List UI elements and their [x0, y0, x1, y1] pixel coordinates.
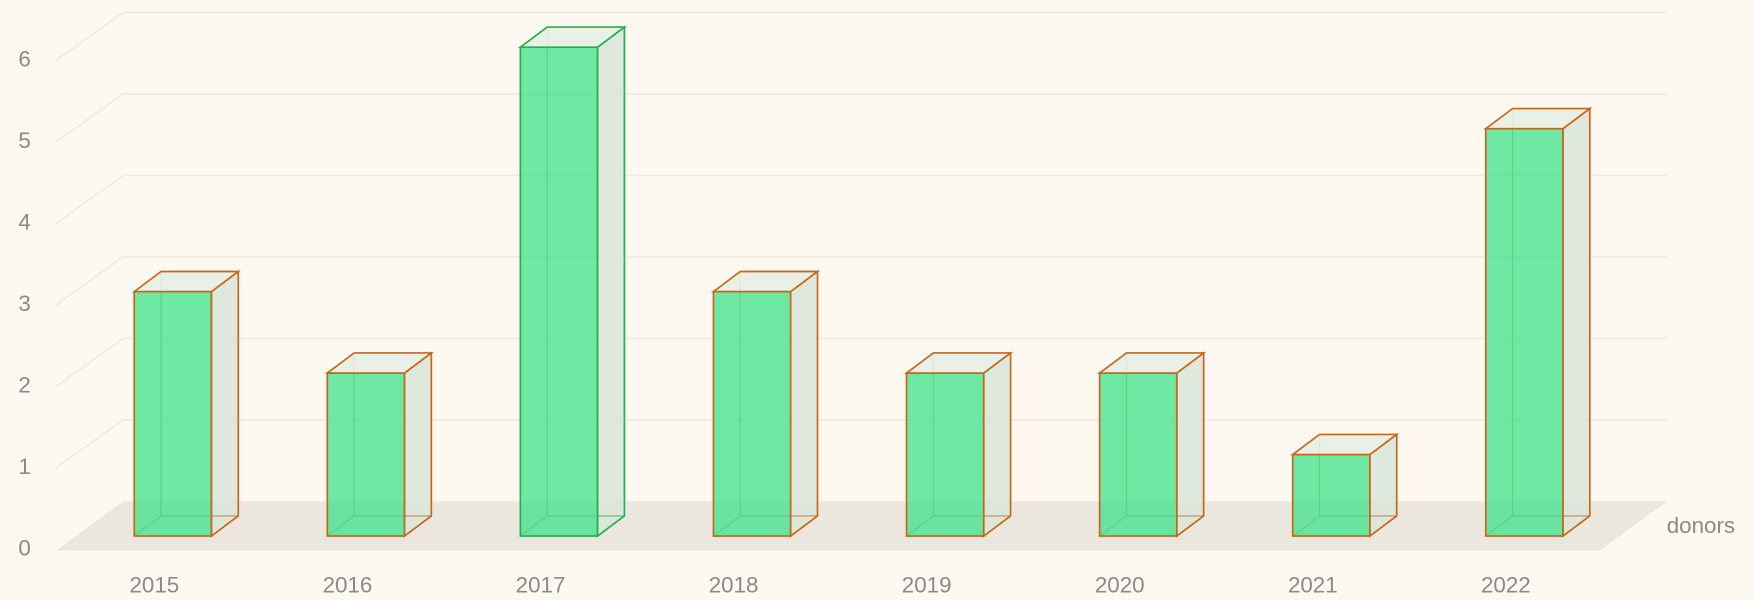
bar — [1097, 351, 1207, 538]
z-axis-label: donors — [1667, 513, 1735, 538]
bar-top — [1097, 352, 1207, 374]
bar-top — [904, 352, 1014, 374]
bar-side — [1175, 351, 1205, 538]
bar-top — [710, 270, 821, 293]
y-tick-label: 5 — [18, 128, 30, 153]
bar-front — [519, 46, 599, 537]
bar-top — [1483, 107, 1593, 130]
y-tick-label: 4 — [18, 209, 30, 234]
bar-front — [1291, 453, 1371, 537]
floor — [55, 501, 1667, 551]
grid-line — [55, 11, 1667, 62]
grid-line — [55, 337, 1667, 388]
bar-front — [1098, 372, 1178, 537]
bar-front — [326, 372, 406, 537]
bar-side — [789, 269, 819, 538]
bar-front — [712, 290, 792, 537]
bar-side — [403, 351, 433, 538]
bar-side — [210, 269, 240, 538]
bar-top — [131, 270, 241, 293]
bar-front — [133, 290, 213, 537]
bar-front — [1484, 127, 1564, 537]
x-tick-label: 2020 — [1095, 572, 1145, 597]
y-tick-label: 1 — [18, 454, 30, 479]
grid-line — [55, 256, 1667, 306]
x-tick-label: 2015 — [129, 572, 179, 597]
bar — [131, 269, 241, 538]
y-tick-label: 0 — [18, 535, 30, 560]
bar — [904, 351, 1014, 538]
y-tick-label: 6 — [18, 47, 30, 72]
x-tick-label: 2017 — [516, 572, 566, 597]
bar-side — [596, 25, 626, 538]
bar — [1290, 432, 1400, 538]
bar-top — [324, 352, 434, 374]
x-tick-label: 2018 — [709, 572, 759, 597]
y-tick-label: 3 — [18, 291, 30, 316]
y-tick-label: 2 — [18, 372, 30, 397]
bar-top — [517, 26, 627, 49]
bar-front — [905, 372, 985, 537]
grid-line — [55, 93, 1667, 143]
bar-side — [1562, 106, 1591, 538]
grid-line — [55, 174, 1667, 225]
x-tick-label: 2019 — [902, 572, 952, 597]
x-tick-label: 2022 — [1481, 572, 1531, 597]
bar-top — [1290, 433, 1400, 456]
x-tick-label: 2021 — [1288, 572, 1338, 597]
x-tick-label: 2016 — [323, 572, 373, 597]
bar — [1483, 106, 1593, 538]
bar — [710, 269, 821, 538]
bar — [517, 25, 627, 538]
bar — [324, 351, 434, 538]
bar-side — [982, 351, 1012, 538]
